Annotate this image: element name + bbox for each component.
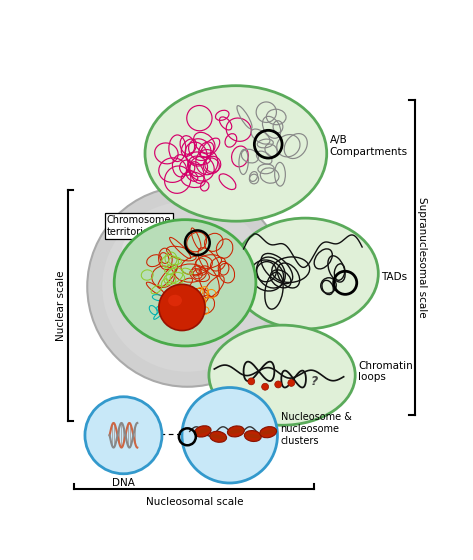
- Ellipse shape: [209, 325, 355, 425]
- Ellipse shape: [122, 225, 192, 279]
- Ellipse shape: [194, 428, 211, 435]
- Ellipse shape: [168, 295, 182, 306]
- Text: Nucleosomal scale: Nucleosomal scale: [146, 497, 243, 507]
- Ellipse shape: [114, 220, 256, 346]
- Circle shape: [248, 378, 255, 385]
- Circle shape: [87, 186, 288, 387]
- Text: A/B
Compartments: A/B Compartments: [330, 135, 408, 157]
- Ellipse shape: [260, 427, 277, 438]
- Ellipse shape: [228, 426, 244, 437]
- Text: Chromosome
territories: Chromosome territories: [106, 215, 171, 237]
- Ellipse shape: [260, 430, 277, 435]
- Ellipse shape: [232, 218, 378, 329]
- Circle shape: [288, 380, 295, 386]
- Circle shape: [102, 202, 272, 372]
- Circle shape: [85, 396, 162, 474]
- Circle shape: [262, 383, 269, 390]
- Text: Supranuclesomal scale: Supranuclesomal scale: [417, 197, 427, 318]
- Text: Chromatin
loops: Chromatin loops: [359, 361, 413, 382]
- Circle shape: [182, 388, 278, 483]
- Ellipse shape: [145, 86, 327, 221]
- Text: ?: ?: [311, 375, 318, 388]
- Ellipse shape: [245, 434, 261, 438]
- Text: Nucleosome &
nucleosome
clusters: Nucleosome & nucleosome clusters: [280, 413, 351, 446]
- Text: Nuclear scale: Nuclear scale: [56, 270, 66, 341]
- Ellipse shape: [210, 431, 227, 442]
- Ellipse shape: [245, 431, 261, 441]
- Text: TADs: TADs: [381, 272, 408, 282]
- Ellipse shape: [210, 435, 227, 439]
- Ellipse shape: [228, 429, 244, 434]
- Text: DNA: DNA: [112, 478, 135, 488]
- Circle shape: [275, 381, 282, 388]
- Circle shape: [159, 284, 205, 330]
- Ellipse shape: [194, 426, 211, 437]
